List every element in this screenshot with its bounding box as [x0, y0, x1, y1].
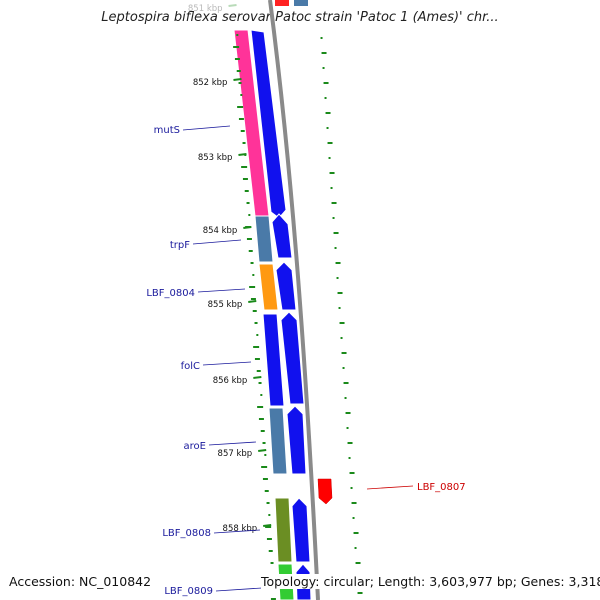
cds-arrow-2[interactable]	[271, 213, 293, 259]
label-mutS[interactable]: mutS	[154, 125, 180, 136]
leader-folC	[202, 361, 252, 366]
cds-arrow-1[interactable]	[250, 29, 287, 219]
scale-tick-label: 852 kbp	[193, 78, 228, 88]
genome-summary-text: Topology: circular; Length: 3,603,977 bp…	[261, 574, 600, 589]
gene-block-LBF_0808[interactable]	[274, 497, 293, 563]
label-folC[interactable]: folC	[181, 361, 200, 372]
gene-block-folC[interactable]	[262, 313, 285, 407]
leader-aroE	[208, 441, 257, 446]
scale-tick	[238, 153, 247, 156]
scale-tick-label: 857 kbp	[218, 449, 253, 459]
scale-tick	[253, 376, 262, 379]
gene-block-LBF_0807[interactable]	[317, 478, 333, 505]
cds-arrow-track	[250, 29, 312, 600]
label-trpF[interactable]: trpF	[170, 240, 190, 251]
label-LBF_0808[interactable]: LBF_0808	[162, 528, 211, 539]
map-title: Leptospira biflexa serovar Patoc strain …	[101, 10, 499, 25]
leader-LBF_0804	[197, 288, 246, 293]
forward-gene-track	[233, 29, 295, 600]
cds-arrow-6[interactable]	[291, 497, 311, 563]
scale-tick	[258, 449, 267, 452]
gene-block-LBF_0804[interactable]	[258, 263, 279, 311]
scale-tick-label: 856 kbp	[213, 376, 248, 386]
accession-text: Accession: NC_010842	[9, 574, 152, 589]
label-LBF_0807[interactable]: LBF_0807	[417, 482, 466, 493]
label-LBF_0809[interactable]: LBF_0809	[164, 586, 213, 597]
label-LBF_0804[interactable]: LBF_0804	[146, 288, 195, 299]
scale-tick	[233, 78, 242, 81]
scale-tick	[263, 524, 272, 527]
scale-tick-label: 853 kbp	[198, 153, 233, 163]
chromosome-backbone	[268, 0, 320, 600]
feature-top-blue[interactable]	[294, 0, 308, 6]
scale-tick-label: 854 kbp	[203, 226, 238, 236]
gene-block-trpF[interactable]	[254, 215, 274, 263]
scale-tick	[248, 300, 257, 303]
cds-arrow-4[interactable]	[280, 311, 305, 405]
leader-LBF_0808	[213, 529, 261, 534]
scale-tick-label: 851 kbp	[188, 4, 223, 14]
scale-ticks: 851 kbp 852 kbp 853 kbp 854 kbp 855 kbp 856 k…	[188, 4, 272, 534]
label-aroE[interactable]: aroE	[184, 441, 206, 452]
scale-tick-label: 858 kbp	[223, 524, 258, 534]
feature-top-red[interactable]	[275, 0, 289, 6]
cds-arrow-5[interactable]	[286, 405, 307, 475]
gene-block-aroE[interactable]	[268, 407, 288, 475]
leader-LBF_0807	[366, 485, 414, 490]
scale-tick	[243, 226, 252, 229]
leader-trpF	[192, 239, 242, 245]
leader-LBF_0809	[215, 587, 263, 592]
scale-tick-label: 855 kbp	[208, 300, 243, 310]
scale-tick	[228, 4, 237, 7]
cds-arrow-3[interactable]	[275, 261, 297, 311]
gene-labels: mutS trpF LBF_0804 folC aroE LBF_0807 LB…	[146, 125, 465, 597]
leader-mutS	[182, 125, 231, 131]
